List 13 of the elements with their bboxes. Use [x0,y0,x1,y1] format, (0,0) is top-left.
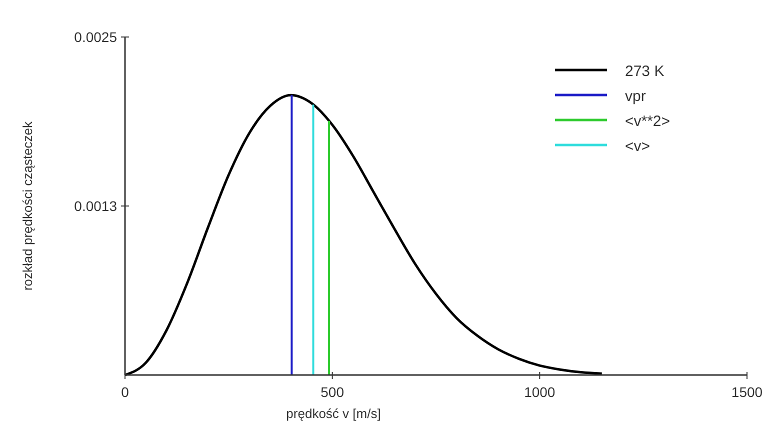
legend-label: 273 K [625,63,664,80]
x-tick-label: 1000 [524,384,556,400]
line-series [124,94,604,376]
x-axis-title: prędkość v [m/s] [286,406,381,421]
y-axis-title: rozkład prędkości cząsteczek [20,120,35,291]
legend-label: <v> [625,138,650,155]
legend-label: vpr [625,88,646,105]
x-tick-label: 1500 [731,384,763,400]
x-tick-label: 0 [121,384,130,400]
y-tick-label: 0.0013 [74,198,118,214]
x-tick-label: 500 [320,384,344,400]
legend-label: <v**2> [625,113,670,130]
y-tick-label: 0.0025 [74,29,118,45]
